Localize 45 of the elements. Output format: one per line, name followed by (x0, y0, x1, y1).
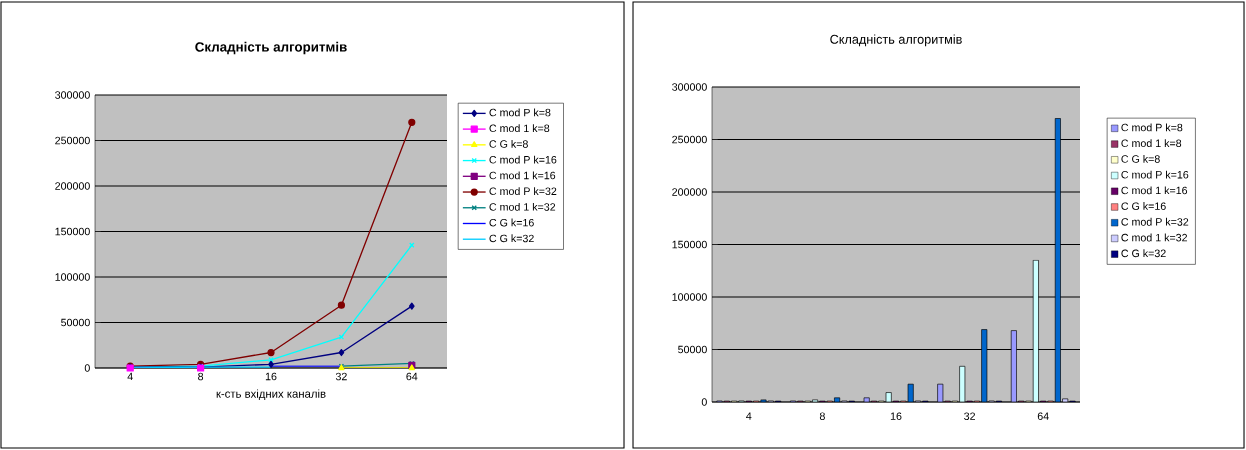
y-tick-label: 50000 (678, 345, 707, 354)
legend-label: C mod P k=8 (489, 108, 551, 117)
y-tick-label: 150000 (55, 227, 90, 236)
legend-label: C G k=16 (489, 218, 534, 227)
legend-label: C mod 1 k=8 (1121, 139, 1182, 148)
y-tick-label: 200000 (55, 182, 90, 190)
legend-label: C mod P k=16 (1121, 170, 1189, 179)
y-tick-label: 0 (84, 364, 90, 372)
x-tick-label: 16 (890, 412, 902, 420)
y-tick-label: 0 (701, 398, 707, 406)
legend-label: C mod 1 k=8 (489, 124, 550, 133)
legend-label: C mod P k=16 (489, 155, 557, 164)
legend-label: C mod P k=8 (1121, 123, 1183, 132)
x-axis-title: к-сть вхідних каналів (216, 389, 326, 400)
x-tick-label: 8 (819, 412, 825, 420)
legend-label: C mod 1 k=32 (489, 202, 556, 211)
legend-label: C G k=8 (1121, 154, 1160, 163)
legend-label: C G k=32 (1121, 249, 1166, 258)
legend-label: C G k=32 (489, 234, 534, 243)
y-tick-label: 150000 (672, 240, 707, 249)
y-tick-label: 300000 (672, 83, 707, 91)
legend-label: C mod P k=32 (1121, 217, 1189, 226)
y-tick-label: 250000 (55, 136, 90, 145)
x-tick-label: 4 (127, 372, 133, 381)
y-tick-label: 250000 (672, 135, 707, 144)
legend-label: C mod 1 k=16 (489, 171, 556, 180)
y-tick-label: 100000 (672, 293, 707, 301)
x-tick-label: 64 (1037, 412, 1049, 420)
y-tick-label: 100000 (55, 273, 90, 281)
x-tick-label: 64 (406, 372, 418, 381)
x-tick-label: 8 (198, 372, 204, 381)
x-tick-label: 16 (265, 372, 277, 381)
x-tick-label: 32 (964, 412, 975, 420)
y-tick-label: 300000 (55, 91, 90, 99)
x-tick-label: 4 (746, 412, 752, 420)
legend-label: C mod 1 k=16 (1121, 186, 1188, 195)
legend-label: C mod 1 k=32 (1121, 233, 1188, 242)
legend-label: C mod P k=32 (489, 187, 557, 195)
legend-label: C G k=8 (489, 139, 528, 148)
y-tick-label: 50000 (61, 318, 90, 327)
x-tick-label: 32 (335, 372, 347, 381)
legend-label: C G k=16 (1121, 202, 1166, 210)
y-tick-label: 200000 (672, 188, 707, 196)
chart-title: Складність алгоритмів (195, 41, 347, 55)
chart-title: Складність алгоритмів (830, 34, 962, 47)
